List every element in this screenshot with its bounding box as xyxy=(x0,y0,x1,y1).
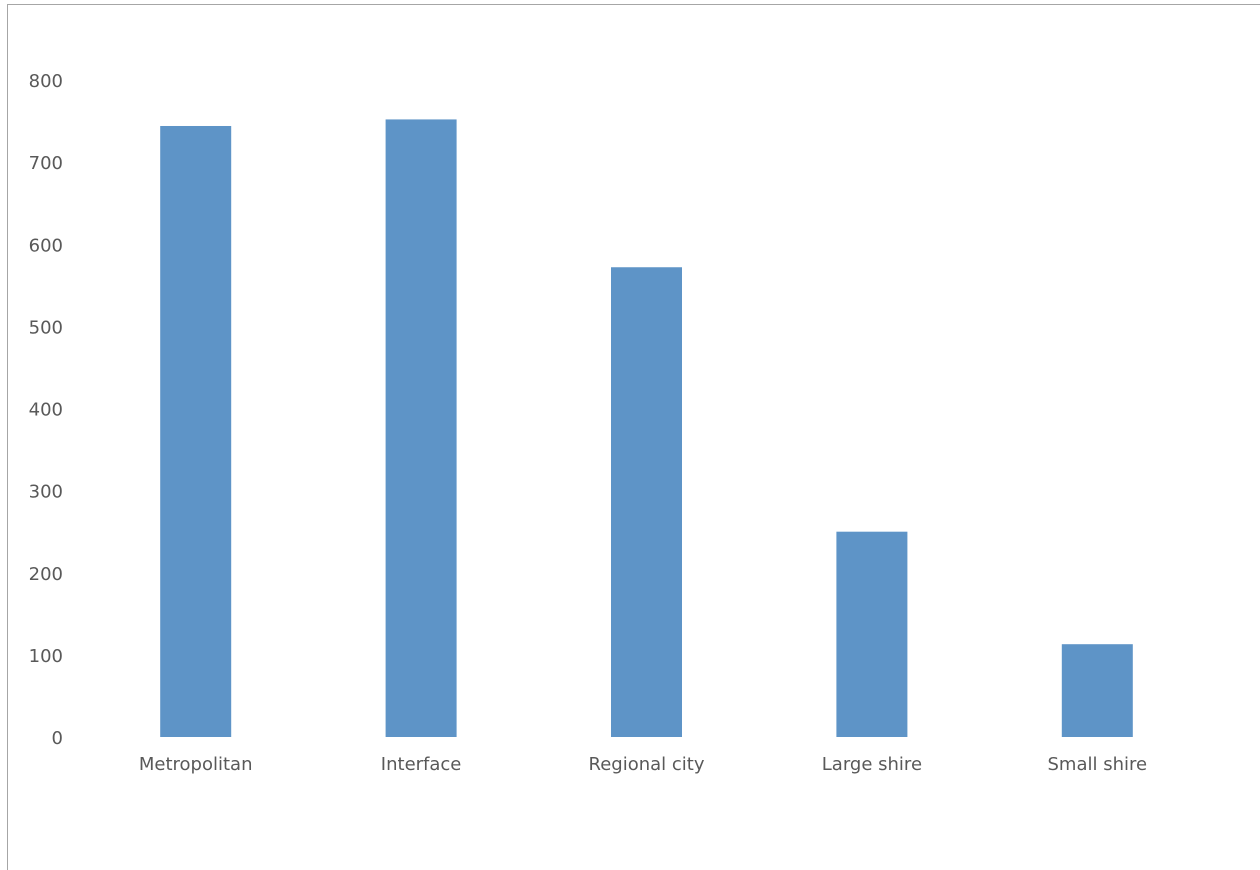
y-tick-label: 800 xyxy=(29,71,63,92)
bar xyxy=(836,531,908,737)
y-tick-label: 0 xyxy=(52,728,63,749)
y-tick-label: 700 xyxy=(29,153,63,174)
x-tick-label: Regional city xyxy=(589,754,705,775)
bar xyxy=(611,267,682,737)
y-tick-label: 600 xyxy=(29,235,63,256)
bar xyxy=(160,125,232,738)
y-tick-label: 100 xyxy=(29,646,63,667)
bar xyxy=(385,119,457,738)
y-tick-label: 300 xyxy=(29,482,63,503)
bar xyxy=(1061,644,1133,737)
x-tick-label: Small shire xyxy=(1048,754,1148,775)
x-axis: Metropolitan Interface Regional city Large … xyxy=(139,754,1147,775)
x-tick-label: Large shire xyxy=(822,754,922,775)
y-tick-label: 200 xyxy=(29,564,63,585)
x-tick-label: Interface xyxy=(381,754,462,775)
bars xyxy=(160,119,1133,738)
x-tick-label: Metropolitan xyxy=(139,754,253,775)
y-tick-label: 400 xyxy=(29,400,63,421)
y-tick-label: 500 xyxy=(29,317,63,338)
y-axis: 0 100 200 300 400 500 600 700 800 xyxy=(29,71,63,749)
